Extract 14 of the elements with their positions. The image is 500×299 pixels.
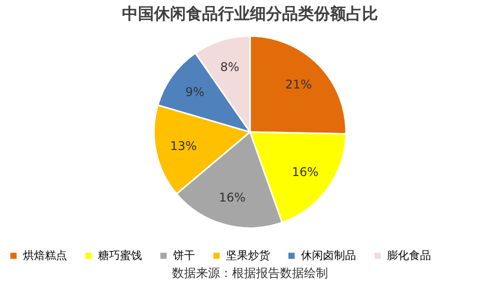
- legend-label: 饼干: [172, 248, 195, 262]
- legend-label: 休闲卤制品: [301, 248, 356, 262]
- data-label: 21%: [285, 77, 312, 92]
- legend-label: 糖巧蜜饯: [98, 248, 142, 262]
- source-note: 数据来源：根据报告数据绘制: [171, 265, 329, 282]
- legend-label: 烘焙糕点: [23, 248, 67, 262]
- legend-label: 坚果炒货: [226, 248, 270, 262]
- data-label: 8%: [220, 60, 240, 74]
- data-label: 16%: [218, 190, 246, 205]
- legend-label: 膨化食品: [387, 248, 431, 262]
- data-label: 13%: [170, 139, 197, 154]
- data-label: 16%: [292, 164, 318, 179]
- data-label: 9%: [185, 85, 204, 100]
- chart-title: 中国休闲食品行业细分品类份额占比: [122, 4, 378, 23]
